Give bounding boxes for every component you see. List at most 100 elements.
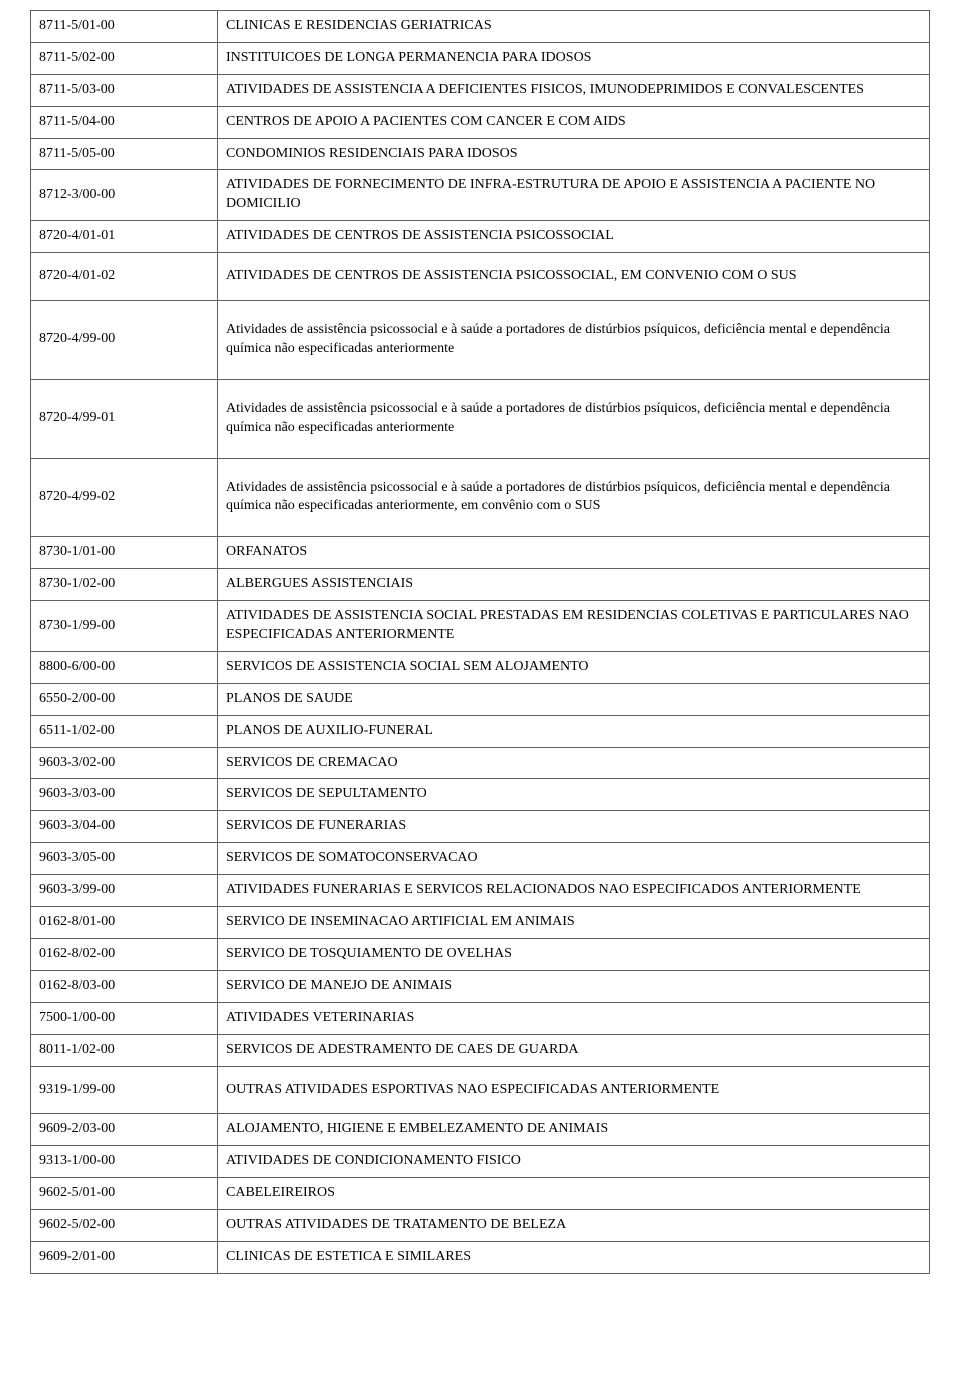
table-row: 9603-3/05-00SERVICOS DE SOMATOCONSERVACA… bbox=[31, 843, 930, 875]
code-cell: 0162-8/02-00 bbox=[31, 938, 218, 970]
description-cell: SERVICO DE TOSQUIAMENTO DE OVELHAS bbox=[218, 938, 930, 970]
code-cell: 9603-3/03-00 bbox=[31, 779, 218, 811]
description-cell: ATIVIDADES VETERINARIAS bbox=[218, 1002, 930, 1034]
table-row: 9603-3/02-00SERVICOS DE CREMACAO bbox=[31, 747, 930, 779]
description-cell: CABELEIREIROS bbox=[218, 1178, 930, 1210]
code-cell: 8720-4/01-01 bbox=[31, 221, 218, 253]
table-body: 8711-5/01-00CLINICAS E RESIDENCIAS GERIA… bbox=[31, 11, 930, 1274]
description-cell: INSTITUICOES DE LONGA PERMANENCIA PARA I… bbox=[218, 42, 930, 74]
description-cell: SERVICOS DE FUNERARIAS bbox=[218, 811, 930, 843]
code-cell: 8720-4/99-00 bbox=[31, 301, 218, 380]
description-cell: SERVICOS DE SEPULTAMENTO bbox=[218, 779, 930, 811]
code-cell: 8011-1/02-00 bbox=[31, 1034, 218, 1066]
description-cell: ATIVIDADES DE CENTROS DE ASSISTENCIA PSI… bbox=[218, 221, 930, 253]
code-cell: 8800-6/00-00 bbox=[31, 651, 218, 683]
code-cell: 8720-4/01-02 bbox=[31, 253, 218, 301]
table-row: 6511-1/02-00PLANOS DE AUXILIO-FUNERAL bbox=[31, 715, 930, 747]
table-row: 8730-1/02-00ALBERGUES ASSISTENCIAIS bbox=[31, 569, 930, 601]
table-row: 0162-8/02-00SERVICO DE TOSQUIAMENTO DE O… bbox=[31, 938, 930, 970]
code-cell: 8720-4/99-02 bbox=[31, 458, 218, 537]
code-cell: 8712-3/00-00 bbox=[31, 170, 218, 221]
description-cell: ATIVIDADES DE CENTROS DE ASSISTENCIA PSI… bbox=[218, 253, 930, 301]
code-cell: 9313-1/00-00 bbox=[31, 1146, 218, 1178]
description-cell: CLINICAS DE ESTETICA E SIMILARES bbox=[218, 1241, 930, 1273]
description-cell: ATIVIDADES DE ASSISTENCIA SOCIAL PRESTAD… bbox=[218, 601, 930, 652]
description-cell: ATIVIDADES DE FORNECIMENTO DE INFRA-ESTR… bbox=[218, 170, 930, 221]
description-cell: SERVICOS DE ADESTRAMENTO DE CAES DE GUAR… bbox=[218, 1034, 930, 1066]
description-cell: ATIVIDADES DE CONDICIONAMENTO FISICO bbox=[218, 1146, 930, 1178]
description-cell: ALBERGUES ASSISTENCIAIS bbox=[218, 569, 930, 601]
code-cell: 9602-5/02-00 bbox=[31, 1210, 218, 1242]
code-cell: 9319-1/99-00 bbox=[31, 1066, 218, 1114]
code-cell: 7500-1/00-00 bbox=[31, 1002, 218, 1034]
description-cell: SERVICOS DE SOMATOCONSERVACAO bbox=[218, 843, 930, 875]
code-cell: 0162-8/01-00 bbox=[31, 907, 218, 939]
table-row: 6550-2/00-00PLANOS DE SAUDE bbox=[31, 683, 930, 715]
table-row: 8011-1/02-00SERVICOS DE ADESTRAMENTO DE … bbox=[31, 1034, 930, 1066]
description-cell: Atividades de assistência psicossocial e… bbox=[218, 379, 930, 458]
table-row: 9319-1/99-00OUTRAS ATIVIDADES ESPORTIVAS… bbox=[31, 1066, 930, 1114]
cnae-table: 8711-5/01-00CLINICAS E RESIDENCIAS GERIA… bbox=[30, 10, 930, 1274]
description-cell: Atividades de assistência psicossocial e… bbox=[218, 458, 930, 537]
description-cell: Atividades de assistência psicossocial e… bbox=[218, 301, 930, 380]
code-cell: 9609-2/03-00 bbox=[31, 1114, 218, 1146]
description-cell: ALOJAMENTO, HIGIENE E EMBELEZAMENTO DE A… bbox=[218, 1114, 930, 1146]
description-cell: CONDOMINIOS RESIDENCIAIS PARA IDOSOS bbox=[218, 138, 930, 170]
code-cell: 8711-5/01-00 bbox=[31, 11, 218, 43]
table-row: 7500-1/00-00ATIVIDADES VETERINARIAS bbox=[31, 1002, 930, 1034]
description-cell: OUTRAS ATIVIDADES ESPORTIVAS NAO ESPECIF… bbox=[218, 1066, 930, 1114]
description-cell: SERVICOS DE CREMACAO bbox=[218, 747, 930, 779]
code-cell: 8720-4/99-01 bbox=[31, 379, 218, 458]
table-row: 8720-4/01-01ATIVIDADES DE CENTROS DE ASS… bbox=[31, 221, 930, 253]
table-row: 0162-8/01-00SERVICO DE INSEMINACAO ARTIF… bbox=[31, 907, 930, 939]
description-cell: SERVICOS DE ASSISTENCIA SOCIAL SEM ALOJA… bbox=[218, 651, 930, 683]
code-cell: 6511-1/02-00 bbox=[31, 715, 218, 747]
table-row: 8800-6/00-00SERVICOS DE ASSISTENCIA SOCI… bbox=[31, 651, 930, 683]
code-cell: 9603-3/05-00 bbox=[31, 843, 218, 875]
table-row: 9603-3/99-00ATIVIDADES FUNERARIAS E SERV… bbox=[31, 875, 930, 907]
table-row: 9603-3/04-00SERVICOS DE FUNERARIAS bbox=[31, 811, 930, 843]
description-cell: CLINICAS E RESIDENCIAS GERIATRICAS bbox=[218, 11, 930, 43]
table-row: 8720-4/99-01Atividades de assistência ps… bbox=[31, 379, 930, 458]
code-cell: 0162-8/03-00 bbox=[31, 970, 218, 1002]
table-row: 8730-1/99-00ATIVIDADES DE ASSISTENCIA SO… bbox=[31, 601, 930, 652]
table-row: 8711-5/01-00CLINICAS E RESIDENCIAS GERIA… bbox=[31, 11, 930, 43]
code-cell: 8730-1/99-00 bbox=[31, 601, 218, 652]
code-cell: 9603-3/02-00 bbox=[31, 747, 218, 779]
table-row: 8720-4/01-02ATIVIDADES DE CENTROS DE ASS… bbox=[31, 253, 930, 301]
table-row: 8711-5/02-00INSTITUICOES DE LONGA PERMAN… bbox=[31, 42, 930, 74]
code-cell: 8711-5/02-00 bbox=[31, 42, 218, 74]
description-cell: ATIVIDADES FUNERARIAS E SERVICOS RELACIO… bbox=[218, 875, 930, 907]
table-row: 8730-1/01-00ORFANATOS bbox=[31, 537, 930, 569]
table-row: 9313-1/00-00ATIVIDADES DE CONDICIONAMENT… bbox=[31, 1146, 930, 1178]
description-cell: PLANOS DE SAUDE bbox=[218, 683, 930, 715]
table-row: 8711-5/03-00ATIVIDADES DE ASSISTENCIA A … bbox=[31, 74, 930, 106]
code-cell: 9602-5/01-00 bbox=[31, 1178, 218, 1210]
code-cell: 8711-5/03-00 bbox=[31, 74, 218, 106]
code-cell: 9603-3/99-00 bbox=[31, 875, 218, 907]
description-cell: SERVICO DE MANEJO DE ANIMAIS bbox=[218, 970, 930, 1002]
description-cell: OUTRAS ATIVIDADES DE TRATAMENTO DE BELEZ… bbox=[218, 1210, 930, 1242]
description-cell: ATIVIDADES DE ASSISTENCIA A DEFICIENTES … bbox=[218, 74, 930, 106]
table-row: 8711-5/04-00CENTROS DE APOIO A PACIENTES… bbox=[31, 106, 930, 138]
table-row: 0162-8/03-00SERVICO DE MANEJO DE ANIMAIS bbox=[31, 970, 930, 1002]
page: 8711-5/01-00CLINICAS E RESIDENCIAS GERIA… bbox=[0, 0, 960, 1284]
table-row: 9602-5/01-00CABELEIREIROS bbox=[31, 1178, 930, 1210]
table-row: 9602-5/02-00OUTRAS ATIVIDADES DE TRATAME… bbox=[31, 1210, 930, 1242]
table-row: 9603-3/03-00SERVICOS DE SEPULTAMENTO bbox=[31, 779, 930, 811]
code-cell: 8730-1/01-00 bbox=[31, 537, 218, 569]
description-cell: PLANOS DE AUXILIO-FUNERAL bbox=[218, 715, 930, 747]
table-row: 8711-5/05-00CONDOMINIOS RESIDENCIAIS PAR… bbox=[31, 138, 930, 170]
table-row: 8712-3/00-00ATIVIDADES DE FORNECIMENTO D… bbox=[31, 170, 930, 221]
description-cell: SERVICO DE INSEMINACAO ARTIFICIAL EM ANI… bbox=[218, 907, 930, 939]
table-row: 8720-4/99-02Atividades de assistência ps… bbox=[31, 458, 930, 537]
code-cell: 9609-2/01-00 bbox=[31, 1241, 218, 1273]
table-row: 8720-4/99-00Atividades de assistência ps… bbox=[31, 301, 930, 380]
code-cell: 9603-3/04-00 bbox=[31, 811, 218, 843]
code-cell: 6550-2/00-00 bbox=[31, 683, 218, 715]
table-row: 9609-2/01-00CLINICAS DE ESTETICA E SIMIL… bbox=[31, 1241, 930, 1273]
code-cell: 8711-5/05-00 bbox=[31, 138, 218, 170]
description-cell: ORFANATOS bbox=[218, 537, 930, 569]
code-cell: 8711-5/04-00 bbox=[31, 106, 218, 138]
code-cell: 8730-1/02-00 bbox=[31, 569, 218, 601]
